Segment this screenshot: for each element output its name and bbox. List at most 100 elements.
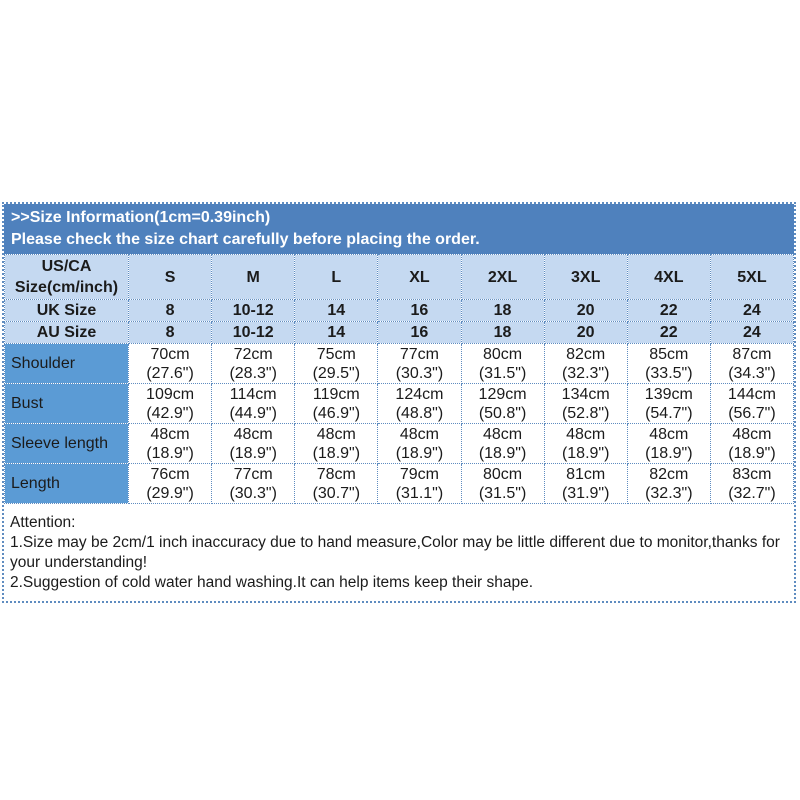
size-table-body: US/CA Size(cm/inch) S M L XL 2XL 3XL 4XL 5XL UK Si… [4,254,795,504]
measurement-inch: (52.8") [561,404,610,422]
size-column-header: 5XL [709,254,795,300]
attention-line: 1.Size may be 2cm/1 inch inaccuracy due … [10,534,780,571]
measurement-cell: 81cm (31.9") [543,463,628,504]
measurement-cell: 80cm (31.5") [460,463,545,504]
measurement-cm: 72cm [233,345,273,363]
measurement-cm: 48cm [399,425,439,443]
measurement-inch: (32.3") [645,484,693,502]
measurement-inch: (30.3") [395,364,444,382]
measurement-cell: 78cm (30.7") [294,463,379,504]
size-value-cell: 18 [460,299,545,322]
measurement-cm: 82cm [649,465,689,483]
measurement-cm: 82cm [566,345,606,363]
measurement-cell: 87cm (34.3") [709,343,795,384]
measurement-cell: 139cm (54.7") [626,383,711,424]
row-label: AU Size [4,321,129,344]
measurement-inch: (44.9") [229,404,277,422]
measurement-cell: 80cm (31.5") [460,343,545,384]
measurement-cm: 48cm [233,425,273,443]
measurement-cell: 119cm (46.9") [294,383,379,424]
measurement-cell: 144cm (56.7") [709,383,795,424]
attention-heading: Attention: [10,514,76,531]
measurement-inch: (50.8") [478,404,527,422]
measurement-inch: (18.9") [561,444,610,462]
row-label: Bust [4,383,129,424]
measurement-inch: (31.1") [395,484,444,502]
measurement-cell: 75cm (29.5") [294,343,379,384]
measurement-inch: (56.7") [728,404,776,422]
size-value-cell: 22 [626,321,711,344]
measurement-inch: (18.9") [478,444,527,462]
measurement-inch: (18.9") [229,444,277,462]
measurement-inch: (30.3") [229,484,277,502]
measurement-cell: 48cm (18.9") [543,423,628,464]
measurement-cell: 70cm (27.6") [127,343,213,384]
attention-lines: 1.Size may be 2cm/1 inch inaccuracy due … [10,533,788,593]
measurement-cm: 48cm [483,425,523,443]
measurement-cell: 72cm (28.3") [211,343,296,384]
attention-line: 2.Suggestion of cold water hand washing.… [10,574,534,591]
size-value-cell: 22 [626,299,711,322]
measurement-cell: 48cm (18.9") [626,423,711,464]
measurement-cm: 139cm [644,385,693,403]
measurement-inch: (18.9") [146,444,194,462]
size-chart-frame: >>Size Information(1cm=0.39inch) Please … [2,202,796,603]
measurement-cell: 48cm (18.9") [709,423,795,464]
measurement-cell: 82cm (32.3") [626,463,711,504]
measurement-cell: 48cm (18.9") [377,423,462,464]
corner-header: US/CA Size(cm/inch) [4,254,129,300]
measurement-cell: 124cm (48.8") [377,383,462,424]
measurement-inch: (48.8") [395,404,444,422]
size-value-cell: 18 [460,321,545,344]
measurement-inch: (54.7") [645,404,693,422]
measurement-cm: 48cm [732,425,772,443]
measurement-cell: 82cm (32.3") [543,343,628,384]
measurement-inch: (31.5") [478,484,527,502]
measurement-inch: (18.9") [645,444,693,462]
size-column-header: 4XL [626,254,711,300]
table-row-column-headers: US/CA Size(cm/inch) S M L XL 2XL 3XL 4XL 5XL [4,254,795,300]
measurement-inch: (32.3") [561,364,610,382]
size-table: US/CA Size(cm/inch) S M L XL 2XL 3XL 4XL 5XL UK Si… [4,254,795,504]
measurement-cm: 75cm [316,345,356,363]
size-value-cell: 10-12 [211,299,296,322]
measurement-cm: 129cm [478,385,527,403]
measurement-cm: 80cm [483,345,523,363]
table-row: AU Size 8 10-12 14 16 18 20 22 24 [4,321,795,344]
size-value-cell: 16 [377,321,462,344]
table-row: Length 76cm (29.9") 77cm (30.3") 78cm (30.7") 7… [4,463,795,504]
corner-header-line1: US/CA [41,258,92,275]
row-label: Length [4,463,129,504]
measurement-cell: 85cm (33.5") [626,343,711,384]
measurement-inch: (27.6") [146,364,194,382]
measurement-inch: (18.9") [312,444,361,462]
measurement-cm: 48cm [566,425,606,443]
measurement-inch: (34.3") [728,364,776,382]
measurement-cm: 119cm [312,385,360,403]
size-column-header: 2XL [460,254,545,300]
size-value-cell: 14 [294,299,379,322]
measurement-cell: 48cm (18.9") [460,423,545,464]
measurement-inch: (29.5") [312,364,361,382]
measurement-inch: (18.9") [728,444,776,462]
measurement-cm: 48cm [649,425,689,443]
attention-section: Attention: 1.Size may be 2cm/1 inch inac… [4,504,794,601]
size-value-cell: 14 [294,321,379,344]
measurement-cell: 76cm (29.9") [127,463,213,504]
size-value-cell: 8 [127,299,213,322]
measurement-cell: 109cm (42.9") [127,383,213,424]
measurement-cm: 81cm [566,465,606,483]
chart-header: >>Size Information(1cm=0.39inch) Please … [4,204,794,254]
size-column-header: L [294,254,379,300]
measurement-inch: (42.9") [146,404,194,422]
size-column-header: M [211,254,296,300]
size-value-cell: 20 [543,299,628,322]
measurement-cm: 70cm [150,345,190,363]
table-row: Shoulder 70cm (27.6") 72cm (28.3") 75cm (29.5"… [4,343,795,384]
measurement-cm: 85cm [649,345,689,363]
measurement-cm: 124cm [395,385,444,403]
measurement-cell: 134cm (52.8") [543,383,628,424]
size-value-cell: 24 [709,321,795,344]
measurement-cm: 78cm [316,465,356,483]
